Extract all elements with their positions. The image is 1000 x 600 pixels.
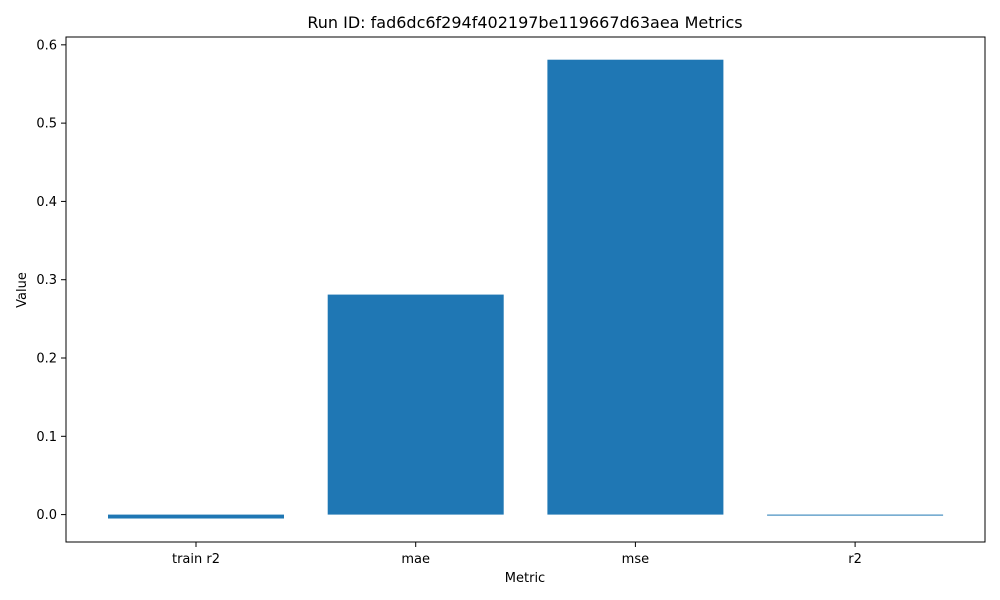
x-tick-label: mse	[622, 552, 649, 567]
bar-mse	[547, 59, 724, 515]
y-tick-label: 0.2	[36, 352, 57, 367]
y-tick-label: 0.1	[36, 430, 57, 445]
bar-mae	[327, 294, 504, 515]
y-axis-label: Value	[15, 272, 30, 308]
y-tick-label: 0.0	[36, 508, 57, 523]
y-tick-label: 0.5	[36, 117, 57, 132]
x-tick-label: r2	[848, 552, 862, 567]
y-tick-label: 0.6	[36, 38, 57, 53]
bar-train-r2	[108, 514, 284, 519]
x-tick-label: train r2	[172, 552, 220, 567]
y-tick-label: 0.3	[36, 273, 57, 288]
y-tick-label: 0.4	[36, 195, 57, 210]
x-tick-label: mae	[401, 552, 430, 567]
plot-area: 0.0 0.1 0.2 0.3 0.4 0.5 0.6 train r2 mae mse r2	[36, 38, 944, 567]
chart-title: Run ID: fad6dc6f294f402197be119667d63aea…	[307, 13, 742, 32]
plot-frame	[65, 36, 986, 543]
x-axis-label: Metric	[505, 571, 545, 586]
bar-r2	[767, 514, 944, 516]
